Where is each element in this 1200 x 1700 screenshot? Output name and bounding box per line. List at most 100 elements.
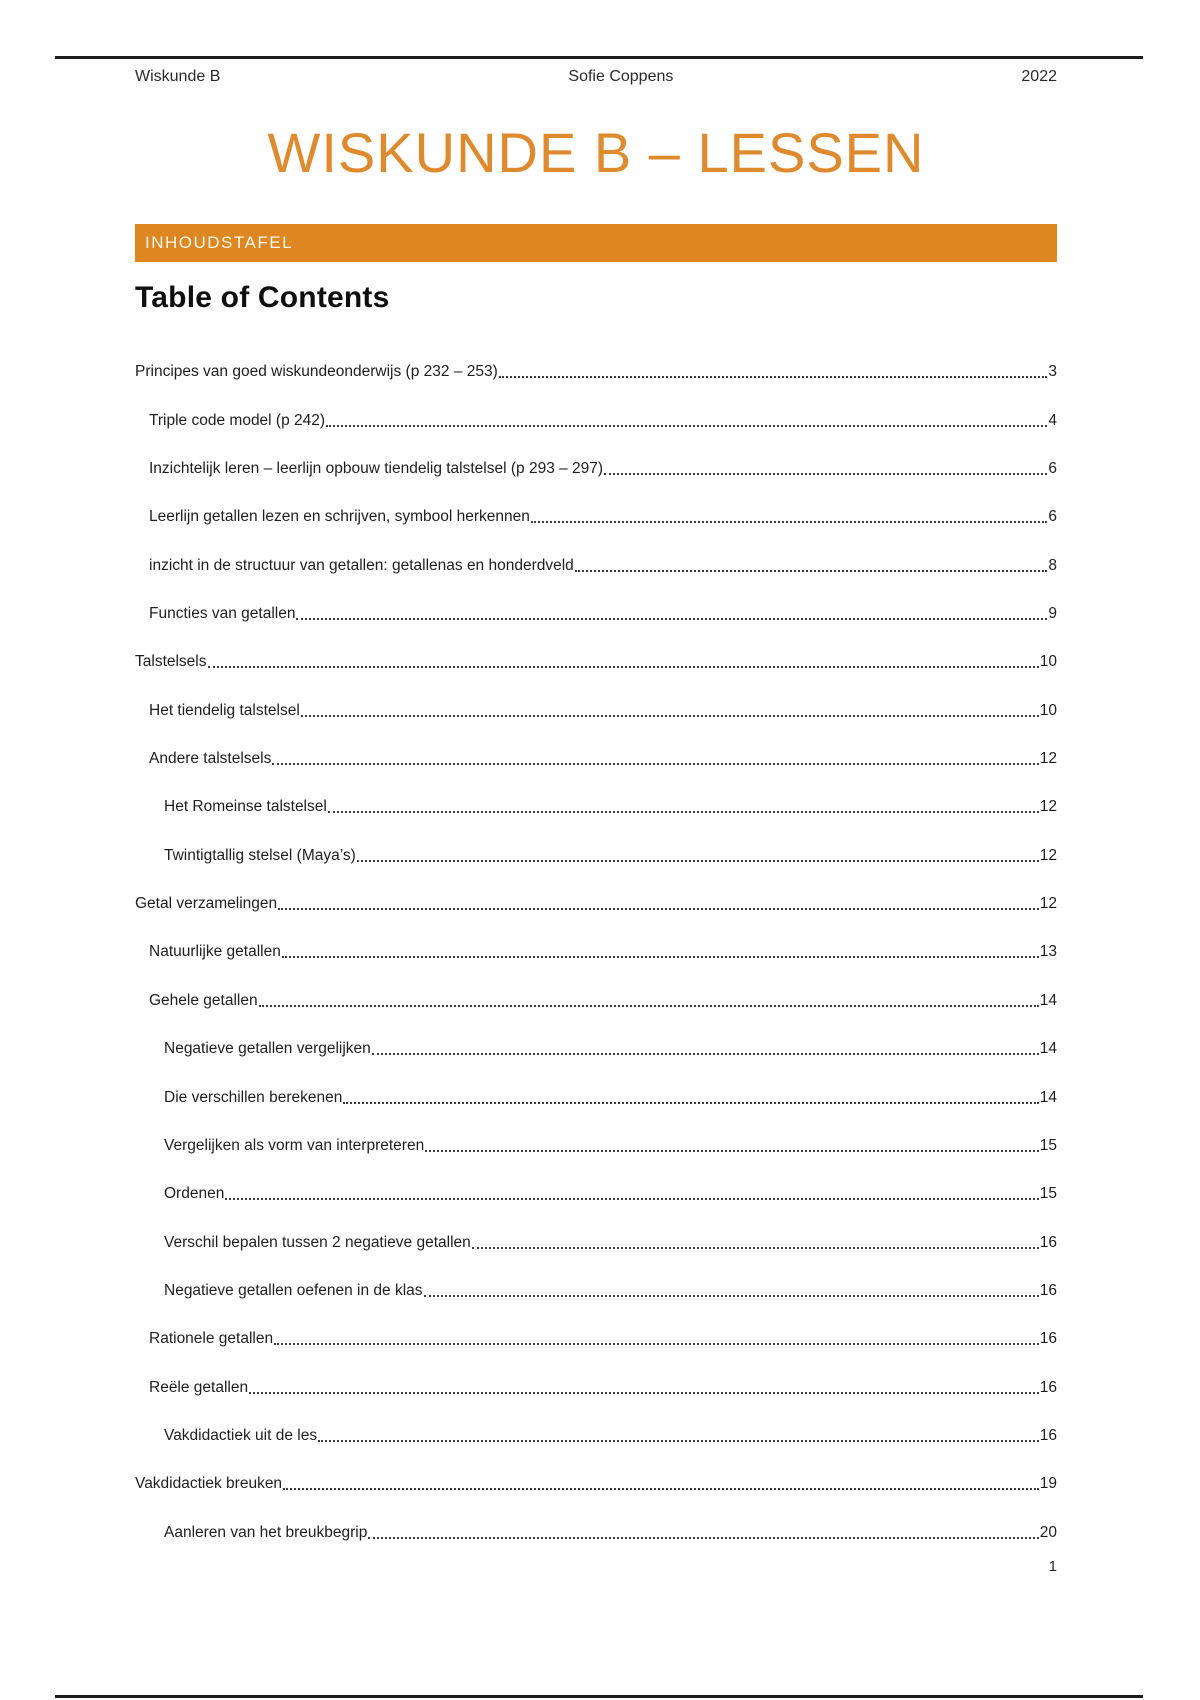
top-border-rule <box>55 56 1143 59</box>
toc-entry-line: Talstelsels 10 <box>135 653 1057 671</box>
toc-dot-leader <box>207 666 1039 669</box>
toc-entry-line: Vergelijken als vorm van interpreteren 1… <box>164 1137 1057 1155</box>
toc-entry-label: Vakdidactiek uit de les <box>164 1426 318 1444</box>
toc-entry-label: Natuurlijke getallen <box>149 943 281 961</box>
toc-entry-page: 12 <box>1039 798 1057 816</box>
toc-entry-line: Reële getallen 16 <box>149 1379 1057 1397</box>
toc-entry[interactable]: Negatieve getallen vergelijken 14 <box>135 1023 1057 1071</box>
toc-entry-label: Aanleren van het breukbegrip <box>164 1523 368 1541</box>
toc-entry-page: 14 <box>1039 1040 1057 1058</box>
toc-entry-label: Het Romeinse talstelsel <box>164 798 327 816</box>
toc-dot-leader <box>425 1149 1039 1152</box>
toc-entry[interactable]: Negatieve getallen oefenen in de klas 16 <box>135 1265 1057 1313</box>
toc-entry-line: inzicht in de structuur van getallen: ge… <box>149 557 1057 575</box>
toc-entry-label: Verschil bepalen tussen 2 negatieve geta… <box>164 1233 471 1251</box>
toc-entry[interactable]: inzicht in de structuur van getallen: ge… <box>135 539 1057 587</box>
toc-entry-line: Aanleren van het breukbegrip 20 <box>164 1524 1057 1542</box>
toc-entry[interactable]: Twintigtallig stelsel (Maya’s) 12 <box>135 829 1057 877</box>
toc-entry[interactable]: Vakdidactiek uit de les 16 <box>135 1410 1057 1458</box>
toc-entry[interactable]: Andere talstelsels 12 <box>135 733 1057 781</box>
toc-entry[interactable]: Inzichtelijk leren – leerlijn opbouw tie… <box>135 443 1057 491</box>
toc-entry[interactable]: Die verschillen berekenen 14 <box>135 1071 1057 1119</box>
toc-entry-page: 13 <box>1039 943 1057 961</box>
toc-entry-label: Twintigtallig stelsel (Maya’s) <box>164 846 356 864</box>
toc-entry-label: Getal verzamelingen <box>135 895 278 913</box>
toc-entry-label: Die verschillen berekenen <box>164 1088 343 1106</box>
toc-entry-page: 3 <box>1048 363 1057 381</box>
toc-entry-line: Die verschillen berekenen 14 <box>164 1089 1057 1107</box>
toc-entry[interactable]: Reële getallen 16 <box>135 1361 1057 1409</box>
toc-dot-leader <box>343 1101 1039 1104</box>
toc-entry-label: Andere talstelsels <box>149 750 272 768</box>
toc-dot-leader <box>249 1391 1039 1394</box>
toc-entry-line: Andere talstelsels 12 <box>149 750 1057 768</box>
toc-entry-page: 12 <box>1039 895 1057 913</box>
toc-entry-label: Negatieve getallen vergelijken <box>164 1040 371 1058</box>
toc-entry-line: Verschil bepalen tussen 2 negatieve geta… <box>164 1234 1057 1252</box>
toc-dot-leader <box>225 1198 1039 1201</box>
header-course-name: Wiskunde B <box>135 68 221 85</box>
toc-dot-leader <box>300 714 1039 717</box>
toc-entry-page: 8 <box>1048 556 1057 574</box>
toc-list: Principes van goed wiskundeonderwijs (p … <box>135 346 1057 1555</box>
toc-entry[interactable]: Natuurlijke getallen 13 <box>135 926 1057 974</box>
toc-dot-leader <box>274 1343 1039 1346</box>
inhoudstafel-banner-label: INHOUDSTAFEL <box>145 233 294 252</box>
toc-entry[interactable]: Vakdidactiek breuken 19 <box>135 1458 1057 1506</box>
toc-entry[interactable]: Talstelsels 10 <box>135 636 1057 684</box>
toc-entry-line: Leerlijn getallen lezen en schrijven, sy… <box>149 508 1057 526</box>
toc-entry-label: Ordenen <box>164 1185 225 1203</box>
toc-entry-page: 10 <box>1039 653 1057 671</box>
page-number: 1 <box>1048 1558 1057 1575</box>
toc-dot-leader <box>258 1004 1039 1007</box>
toc-entry-line: Ordenen 15 <box>164 1185 1057 1203</box>
toc-entry-label: Principes van goed wiskundeonderwijs (p … <box>135 363 498 381</box>
toc-entry-line: Vakdidactiek breuken 19 <box>135 1475 1057 1493</box>
toc-entry-page: 10 <box>1039 701 1057 719</box>
toc-entry[interactable]: Getal verzamelingen 12 <box>135 878 1057 926</box>
toc-entry-page: 16 <box>1039 1426 1057 1444</box>
toc-entry[interactable]: Leerlijn getallen lezen en schrijven, sy… <box>135 491 1057 539</box>
toc-entry-label: Talstelsels <box>135 653 207 671</box>
toc-entry-line: Rationele getallen 16 <box>149 1330 1057 1348</box>
toc-entry-page: 15 <box>1039 1136 1057 1154</box>
toc-entry-line: Negatieve getallen vergelijken 14 <box>164 1040 1057 1058</box>
toc-entry[interactable]: Vergelijken als vorm van interpreteren 1… <box>135 1120 1057 1168</box>
toc-entry-line: Gehele getallen 14 <box>149 992 1057 1010</box>
toc-entry-page: 12 <box>1039 750 1057 768</box>
toc-entry-label: Gehele getallen <box>149 991 258 1009</box>
toc-dot-leader <box>281 956 1039 959</box>
toc-dot-leader <box>371 1053 1039 1056</box>
toc-heading: Table of Contents <box>135 281 390 314</box>
toc-entry[interactable]: Functies van getallen 9 <box>135 588 1057 636</box>
document-title: WISKUNDE B – LESSEN <box>267 121 925 184</box>
toc-entry[interactable]: Aanleren van het breukbegrip 20 <box>135 1506 1057 1554</box>
toc-entry-page: 20 <box>1039 1523 1057 1541</box>
toc-entry[interactable]: Het tiendelig talstelsel 10 <box>135 684 1057 732</box>
toc-entry-label: Reële getallen <box>149 1378 249 1396</box>
toc-entry-label: Negatieve getallen oefenen in de klas <box>164 1281 423 1299</box>
toc-entry-line: Twintigtallig stelsel (Maya’s) 12 <box>164 847 1057 865</box>
toc-entry-line: Inzichtelijk leren – leerlijn opbouw tie… <box>149 460 1057 478</box>
toc-entry[interactable]: Verschil bepalen tussen 2 negatieve geta… <box>135 1216 1057 1264</box>
header-author-name: Sofie Coppens <box>568 68 674 85</box>
toc-entry-page: 14 <box>1039 991 1057 1009</box>
toc-entry[interactable]: Het Romeinse talstelsel 12 <box>135 781 1057 829</box>
toc-dot-leader <box>356 859 1039 862</box>
toc-entry[interactable]: Rationele getallen 16 <box>135 1313 1057 1361</box>
toc-entry-label: Functies van getallen <box>149 605 296 623</box>
toc-entry[interactable]: Principes van goed wiskundeonderwijs (p … <box>135 346 1057 394</box>
toc-entry[interactable]: Gehele getallen 14 <box>135 974 1057 1022</box>
toc-entry-page: 16 <box>1039 1233 1057 1251</box>
bottom-border-rule <box>55 1695 1143 1698</box>
toc-dot-leader <box>272 763 1039 766</box>
toc-entry-label: Leerlijn getallen lezen en schrijven, sy… <box>149 508 530 526</box>
toc-entry[interactable]: Triple code model (p 242) 4 <box>135 394 1057 442</box>
inhoudstafel-banner: INHOUDSTAFEL <box>135 224 1057 262</box>
toc-dot-leader <box>283 1488 1039 1491</box>
toc-dot-leader <box>574 569 1048 572</box>
toc-entry[interactable]: Ordenen 15 <box>135 1168 1057 1216</box>
toc-entry-page: 15 <box>1039 1185 1057 1203</box>
toc-dot-leader <box>471 1246 1039 1249</box>
